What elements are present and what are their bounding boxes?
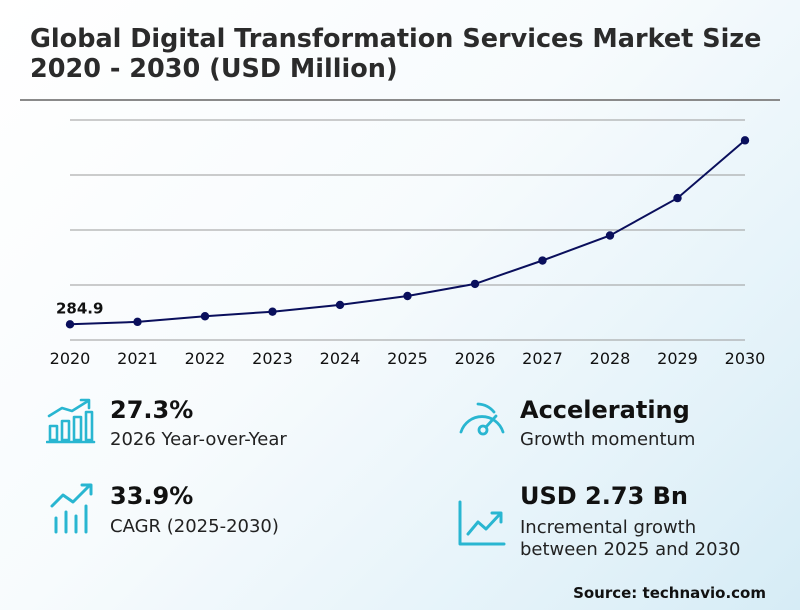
- x-tick-2027: 2027: [522, 349, 563, 368]
- data-point-2024: [335, 300, 345, 310]
- x-tick-2022: 2022: [185, 349, 226, 368]
- speedometer-icon: [459, 402, 505, 436]
- data-point-2026: [470, 279, 480, 289]
- x-tick-2026: 2026: [455, 349, 496, 368]
- stat-incremental-label-line1: Incremental growth: [520, 517, 697, 538]
- data-point-2029: [673, 193, 682, 203]
- stat-incremental-label-line2: between 2025 and 2030: [520, 539, 741, 560]
- stat-incremental: USD 2.73 Bn Incremental growth between 2…: [456, 480, 786, 570]
- data-point-2025: [403, 291, 412, 301]
- x-axis-ticks: 2020 2021 2022 2023 2024 2025 2026 2027 2028 2029…: [50, 349, 766, 368]
- x-tick-2023: 2023: [252, 349, 293, 368]
- x-tick-2025: 2025: [387, 349, 428, 368]
- data-point-2020: [65, 320, 75, 329]
- data-point-2027: [538, 256, 547, 265]
- grid-lines: [70, 119, 745, 341]
- data-points: [65, 136, 750, 329]
- data-point-2023: [268, 307, 277, 316]
- line-chart: 2020 2021 2022 2023 2024 2025 2026 2027 2028 2029…: [50, 119, 766, 368]
- stat-momentum-label: Growth momentum: [520, 429, 696, 450]
- data-point-2021: [133, 317, 142, 327]
- source-credit: Source: technavio.com: [573, 584, 766, 602]
- stat-momentum: Accelerating Growth momentum: [456, 396, 776, 456]
- x-tick-2028: 2028: [590, 349, 631, 368]
- chart-title: Global Digital Transformation Services M…: [30, 24, 762, 84]
- bar-trend-icon: [50, 483, 93, 534]
- x-tick-2024: 2024: [320, 349, 361, 368]
- line-trend-icon: [458, 500, 506, 546]
- data-point-2028: [605, 231, 615, 240]
- x-tick-2030: 2030: [725, 349, 766, 368]
- data-label-2020: 284.9: [56, 299, 103, 317]
- stat-momentum-value: Accelerating: [520, 396, 690, 424]
- stat-yoy-value: 27.3%: [110, 396, 194, 424]
- stat-cagr-label: CAGR (2025-2030): [110, 516, 279, 537]
- title-divider: [20, 99, 780, 101]
- x-tick-2029: 2029: [657, 349, 698, 368]
- stat-cagr: 33.9% CAGR (2025-2030): [46, 480, 366, 540]
- x-tick-2020: 2020: [50, 349, 91, 368]
- stat-incremental-value: USD 2.73 Bn: [520, 482, 688, 510]
- bar-growth-icon: [46, 398, 96, 444]
- stat-yoy: 27.3% 2026 Year-over-Year: [46, 396, 366, 456]
- data-point-2022: [200, 312, 210, 321]
- data-point-2030: [740, 136, 750, 145]
- stat-yoy-label: 2026 Year-over-Year: [110, 429, 287, 450]
- x-tick-2021: 2021: [117, 349, 158, 368]
- stat-cagr-value: 33.9%: [110, 482, 194, 510]
